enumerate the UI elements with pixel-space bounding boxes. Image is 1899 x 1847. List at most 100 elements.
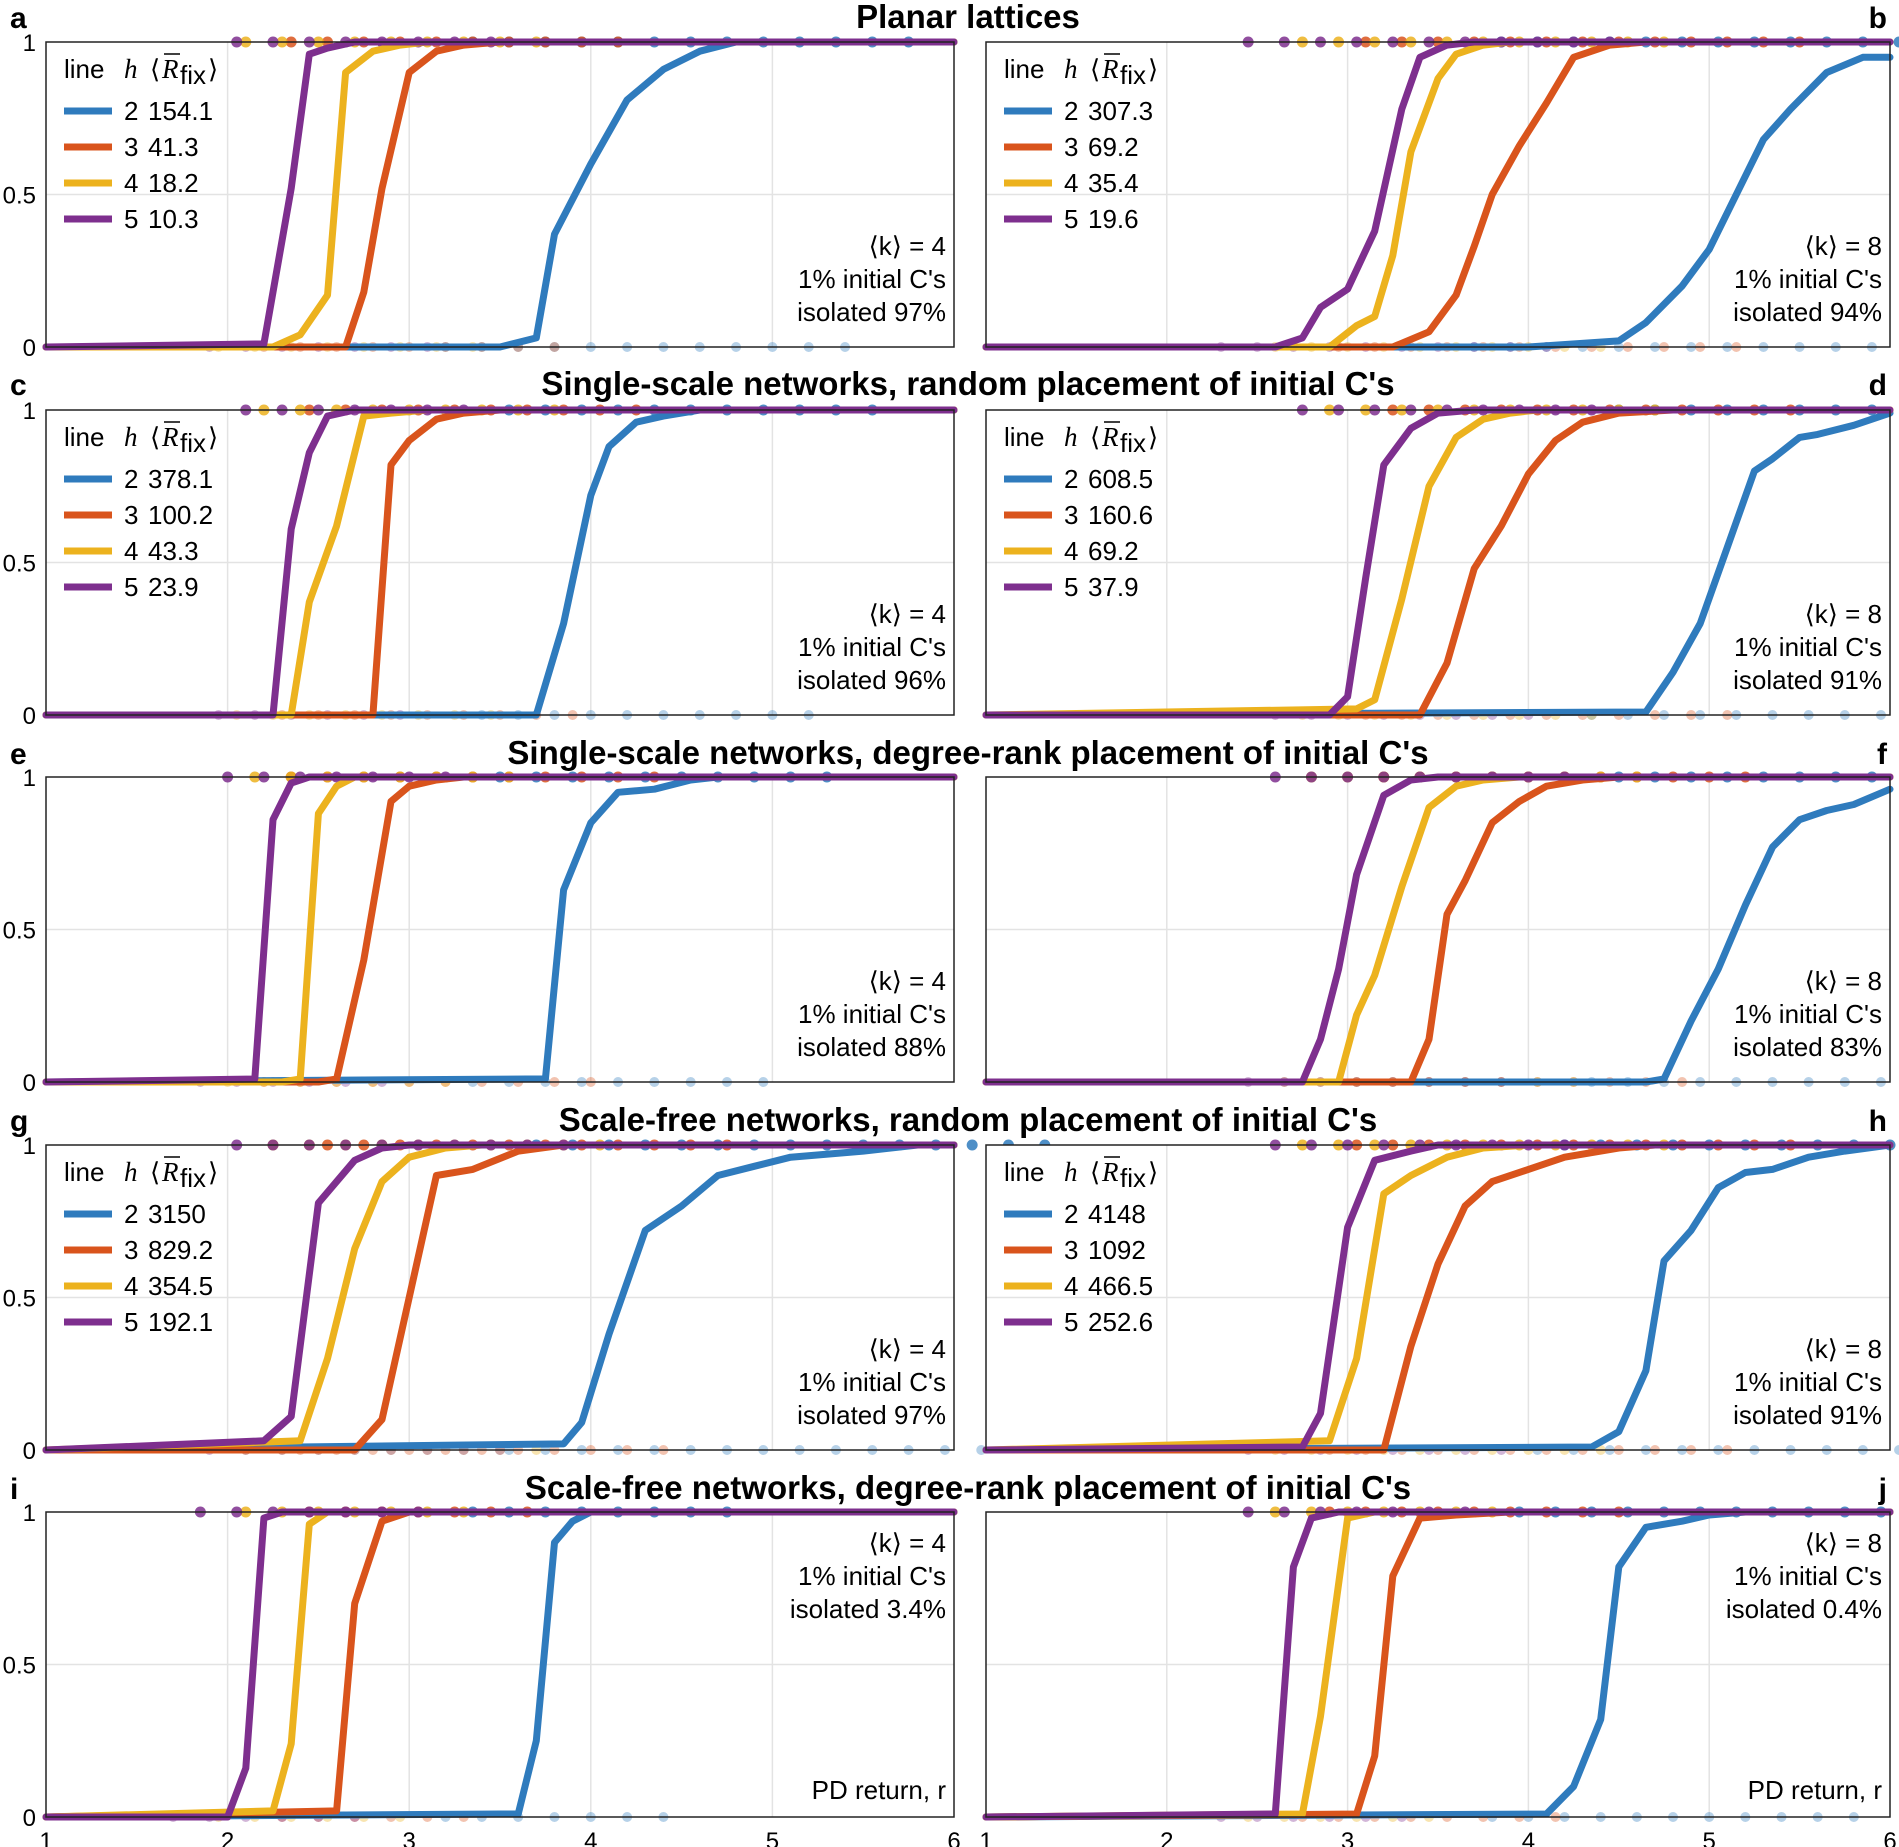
legend-header-sub: fix: [1120, 428, 1146, 458]
annotation-initial: 1% initial C's: [1734, 999, 1882, 1029]
y-tick-label: 1: [23, 1500, 36, 1527]
annotation-initial: 1% initial C's: [798, 1367, 946, 1397]
annotation-isolated: isolated 91%: [1733, 1400, 1882, 1430]
legend-item-h: 5: [124, 572, 138, 602]
legend-item-h: 3: [124, 1235, 138, 1265]
axes-frame: [985, 409, 1891, 716]
legend-header-rfix: R: [161, 422, 179, 452]
legend-header-rfix: R: [161, 1157, 179, 1187]
legend-header-bracket: ⟩: [1148, 422, 1158, 452]
legend-item-value: 10.3: [148, 204, 199, 234]
legend-item-h: 5: [1064, 572, 1078, 602]
legend-item-value: 160.6: [1088, 500, 1153, 530]
x-tick-label: 6: [1883, 1828, 1896, 1847]
axes-frame: [985, 776, 1891, 1083]
legend-item-h: 5: [124, 1307, 138, 1337]
panel-letter: i: [10, 1473, 18, 1506]
annotation-initial: 1% initial C's: [798, 632, 946, 662]
legend-item-value: 23.9: [148, 572, 199, 602]
panel-c: 0 0.5 1c Single-scale networks, random plac…: [3, 365, 1395, 730]
legend-item-h: 4: [1064, 1271, 1078, 1301]
legend-item-h: 4: [1064, 168, 1078, 198]
legend-item-h: 2: [1064, 96, 1078, 126]
legend-item-value: 354.5: [148, 1271, 213, 1301]
x-tick-label: 2: [221, 1828, 234, 1847]
panel-i: 0 0.5 1 1 2 3 4 5 6 i Scale-free networks, degree-…: [3, 1469, 1412, 1847]
panel-letter: e: [10, 738, 27, 771]
x-tick-label: 4: [1522, 1828, 1535, 1847]
legend-item-value: 37.9: [1088, 572, 1139, 602]
annotation-isolated: isolated 0.4%: [1726, 1594, 1882, 1624]
legend-item-h: 4: [124, 168, 138, 198]
legend-item-value: 608.5: [1088, 464, 1153, 494]
y-tick-label: 1: [23, 398, 36, 425]
legend-item-h: 4: [1064, 536, 1078, 566]
legend-header-bracket: ⟩: [1148, 1157, 1158, 1187]
y-tick-label: 0: [23, 1805, 36, 1832]
legend-item-value: 307.3: [1088, 96, 1153, 126]
panel-letter: d: [1869, 369, 1887, 402]
series-line-h5: [982, 406, 1894, 719]
annotation-isolated: isolated 96%: [797, 665, 946, 695]
legend-item-value: 466.5: [1088, 1271, 1153, 1301]
annotation-initial: 1% initial C's: [798, 264, 946, 294]
legend-header-line: line: [64, 422, 104, 452]
x-tick-label: 5: [1703, 1828, 1716, 1847]
annotation-initial: 1% initial C's: [1734, 264, 1882, 294]
annotation-k: ⟨k⟩ = 8: [1805, 231, 1882, 261]
annotation-initial: 1% initial C's: [798, 1561, 946, 1591]
row-title: Scale-free networks, random placement of…: [559, 1101, 1377, 1138]
legend-header-line: line: [1004, 54, 1044, 84]
legend-header-sub: fix: [180, 1163, 206, 1193]
panel-letter: g: [10, 1105, 28, 1138]
legend-item-h: 5: [1064, 1307, 1078, 1337]
legend-header-bracket: ⟨: [1090, 422, 1100, 452]
legend-item-h: 4: [124, 536, 138, 566]
legend-header-bracket: ⟨: [1090, 54, 1100, 84]
legend-item-value: 43.3: [148, 536, 199, 566]
row-title: Scale-free networks, degree-rank placeme…: [525, 1469, 1411, 1506]
legend-item-value: 378.1: [148, 464, 213, 494]
x-axis-label: PD return, r: [812, 1775, 947, 1805]
legend-header-bracket: ⟩: [208, 422, 218, 452]
legend-item-h: 3: [1064, 1235, 1078, 1265]
x-axis-label: PD return, r: [1748, 1775, 1883, 1805]
legend-header-h: h: [1064, 1157, 1078, 1187]
legend-header-bracket: ⟨: [150, 422, 160, 452]
legend-header-sub: fix: [1120, 60, 1146, 90]
annotation-isolated: isolated 97%: [797, 1400, 946, 1430]
legend-header-bracket: ⟩: [208, 54, 218, 84]
series-line-h5: [982, 38, 1894, 351]
panel-letter: c: [10, 369, 27, 402]
legend-item-h: 4: [124, 1271, 138, 1301]
legend-item-value: 154.1: [148, 96, 213, 126]
y-tick-label: 0.5: [3, 183, 36, 210]
legend-header-bracket: ⟨: [150, 54, 160, 84]
series-line-h5: [982, 773, 1894, 1086]
y-tick-label: 0.5: [3, 1286, 36, 1313]
x-tick-label: 3: [403, 1828, 416, 1847]
annotation-k: ⟨k⟩ = 8: [1805, 1334, 1882, 1364]
row-title: Single-scale networks, degree-rank place…: [507, 734, 1428, 771]
run-marker: [1893, 36, 1899, 48]
annotation-isolated: isolated 94%: [1733, 297, 1882, 327]
legend-item-h: 3: [1064, 500, 1078, 530]
series-line-h2: [982, 785, 1894, 1086]
series-line-h2: [982, 409, 1894, 719]
annotation-k: ⟨k⟩ = 8: [1805, 966, 1882, 996]
panel-letter: a: [10, 2, 27, 35]
y-tick-label: 0: [23, 703, 36, 730]
legend-header-sub: fix: [180, 60, 206, 90]
annotation-isolated: isolated 97%: [797, 297, 946, 327]
legend-header-h: h: [124, 1157, 138, 1187]
y-tick-label: 0: [23, 335, 36, 362]
annotation-k: ⟨k⟩ = 4: [869, 231, 946, 261]
legend-item-h: 3: [1064, 132, 1078, 162]
panel-letter: b: [1869, 2, 1887, 35]
x-tick-label: 1: [39, 1828, 52, 1847]
legend-header-bracket: ⟩: [1148, 54, 1158, 84]
